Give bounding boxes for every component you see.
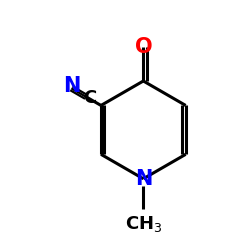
Text: N: N <box>63 76 80 96</box>
Text: C: C <box>83 89 96 107</box>
Text: N: N <box>135 169 152 189</box>
Text: O: O <box>134 37 152 57</box>
Text: CH$_3$: CH$_3$ <box>125 214 162 234</box>
